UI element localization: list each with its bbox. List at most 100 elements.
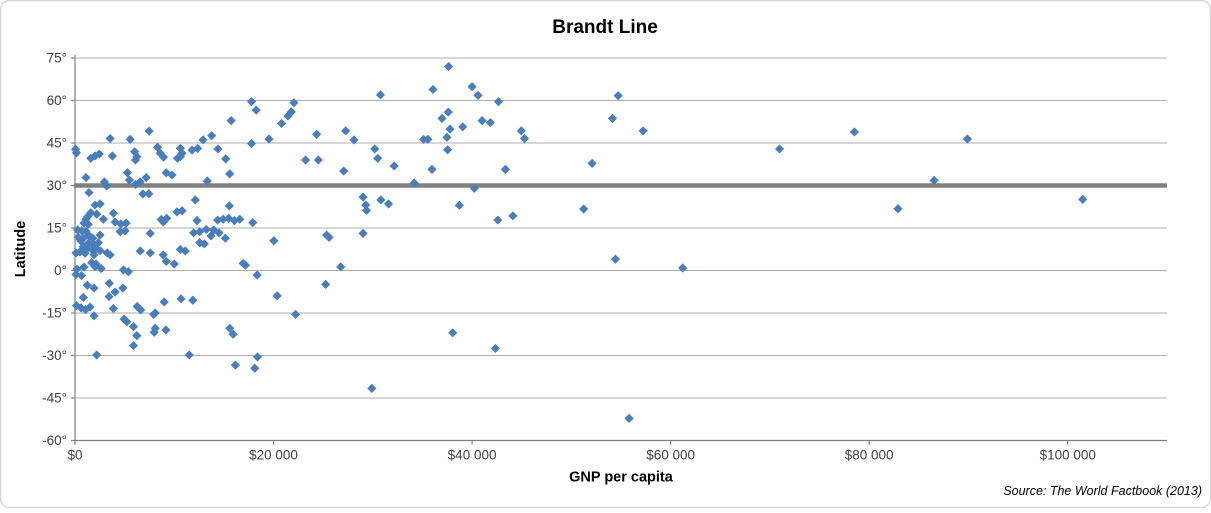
data-point bbox=[95, 246, 105, 256]
data-point bbox=[125, 134, 135, 144]
data-point bbox=[500, 164, 511, 174]
y-axis-tick-label: -30° bbox=[42, 348, 67, 363]
data-point bbox=[358, 228, 368, 238]
data-point bbox=[248, 218, 258, 228]
data-point bbox=[454, 200, 464, 210]
data-point bbox=[89, 250, 99, 260]
data-point bbox=[94, 149, 104, 159]
data-point bbox=[473, 90, 483, 100]
source-note: Source: The World Factbook (2013) bbox=[1003, 484, 1202, 498]
y-axis-tick-label: 60° bbox=[47, 93, 67, 108]
data-point bbox=[493, 97, 504, 107]
data-point bbox=[220, 233, 230, 243]
data-point bbox=[445, 124, 455, 134]
data-point bbox=[98, 214, 108, 224]
data-point bbox=[158, 250, 168, 260]
data-point bbox=[276, 118, 287, 129]
data-point bbox=[313, 155, 323, 165]
data-point bbox=[443, 107, 453, 117]
data-point bbox=[206, 231, 216, 241]
data-point bbox=[610, 254, 621, 264]
data-point bbox=[349, 135, 359, 145]
data-point bbox=[774, 144, 785, 154]
data-point bbox=[224, 201, 234, 211]
x-axis-tick-label: $100 000 bbox=[1040, 448, 1096, 463]
data-point bbox=[467, 82, 477, 92]
data-point bbox=[376, 195, 386, 205]
data-point bbox=[312, 129, 322, 139]
data-point bbox=[849, 127, 859, 137]
y-axis-tick-label: 45° bbox=[47, 136, 67, 151]
data-point bbox=[188, 295, 198, 305]
data-point bbox=[213, 215, 223, 225]
data-point bbox=[638, 126, 648, 136]
x-axis-tick-label: $0 bbox=[67, 448, 82, 463]
data-point bbox=[92, 209, 102, 219]
data-point bbox=[226, 116, 236, 126]
data-point bbox=[180, 246, 190, 256]
data-point bbox=[199, 239, 209, 249]
y-axis-tick-label: 15° bbox=[47, 221, 67, 236]
data-point bbox=[110, 287, 120, 297]
data-point bbox=[443, 145, 453, 155]
data-point bbox=[516, 126, 526, 136]
data-point bbox=[358, 192, 368, 202]
data-point bbox=[118, 265, 129, 275]
data-point bbox=[264, 134, 274, 144]
data-point bbox=[477, 116, 487, 126]
data-point bbox=[120, 226, 130, 236]
data-point bbox=[86, 153, 96, 163]
data-point bbox=[161, 325, 171, 335]
data-point bbox=[192, 216, 202, 226]
data-point bbox=[128, 340, 139, 351]
data-point bbox=[105, 133, 115, 144]
data-point bbox=[678, 263, 688, 273]
data-point bbox=[116, 219, 126, 229]
data-point bbox=[84, 231, 94, 241]
data-point bbox=[86, 208, 96, 218]
data-point bbox=[929, 175, 939, 185]
data-point bbox=[176, 294, 186, 304]
data-point bbox=[118, 283, 128, 293]
data-point bbox=[324, 232, 334, 242]
data-point bbox=[95, 199, 105, 209]
data-point bbox=[150, 323, 160, 333]
data-point bbox=[458, 122, 468, 132]
data-point bbox=[162, 213, 172, 223]
data-point bbox=[442, 132, 452, 142]
data-point bbox=[150, 308, 160, 318]
data-point bbox=[437, 113, 447, 123]
data-point bbox=[423, 134, 433, 144]
data-point bbox=[485, 118, 495, 128]
data-point bbox=[290, 309, 301, 320]
data-point bbox=[80, 305, 91, 315]
data-point bbox=[339, 166, 349, 176]
y-axis-tick-label: -45° bbox=[42, 391, 67, 406]
data-point bbox=[128, 322, 139, 332]
data-point bbox=[221, 154, 231, 164]
data-point bbox=[225, 169, 235, 179]
data-point bbox=[108, 303, 119, 314]
data-point bbox=[104, 278, 114, 288]
data-point bbox=[177, 206, 187, 216]
data-point bbox=[132, 331, 142, 341]
data-point bbox=[122, 317, 132, 327]
data-point bbox=[490, 343, 501, 354]
data-point bbox=[361, 205, 372, 216]
data-point bbox=[123, 267, 134, 277]
data-point bbox=[1078, 194, 1088, 204]
data-point bbox=[218, 214, 228, 224]
data-point bbox=[250, 363, 260, 373]
y-axis-title: Latitude bbox=[13, 221, 29, 277]
data-point bbox=[361, 200, 371, 210]
data-point bbox=[105, 250, 115, 260]
data-point bbox=[235, 214, 245, 224]
data-point bbox=[88, 233, 98, 243]
data-point bbox=[158, 152, 169, 162]
data-point bbox=[124, 175, 135, 185]
data-point bbox=[607, 113, 618, 123]
data-point bbox=[252, 352, 263, 362]
data-point bbox=[144, 126, 154, 136]
